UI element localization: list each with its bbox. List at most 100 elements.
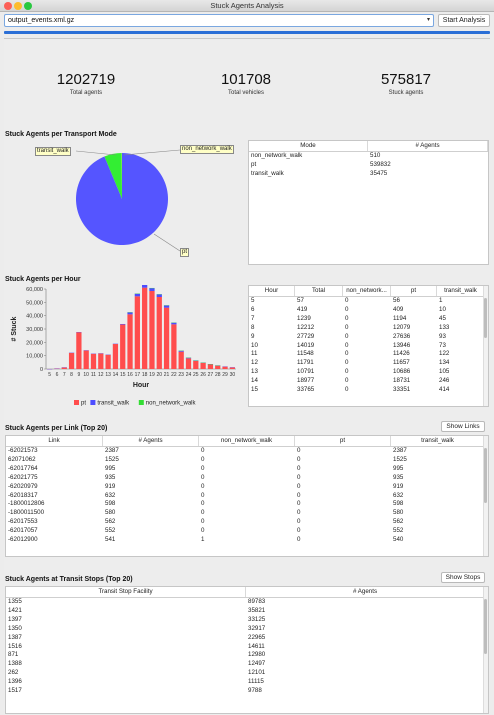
scroll-thumb[interactable] [484, 298, 487, 338]
link-table[interactable]: Link # Agents non_network_walk pt transi… [5, 435, 489, 557]
show-links-button[interactable]: Show Links [441, 421, 485, 432]
x-tick-label: 8 [70, 372, 73, 378]
stops-table[interactable]: Transit Stop Facility # Agents 1355 89783… [5, 586, 489, 714]
table-cell: 33765 [297, 386, 315, 394]
table-row[interactable]: -62021573 2387 0 0 2387 [6, 447, 488, 456]
table-row[interactable]: 1421 35821 [6, 607, 488, 616]
table-row[interactable]: pt 539832 [249, 161, 488, 170]
table-row[interactable]: 11 11548 0 11426 122 [249, 350, 488, 359]
table-row[interactable]: 871 12980 [6, 651, 488, 660]
column-header-transit-walk[interactable]: transit_walk [437, 286, 485, 296]
table-row[interactable]: 10 14019 0 13946 73 [249, 342, 488, 351]
table-row[interactable]: 1516 14611 [6, 643, 488, 652]
start-analysis-button[interactable]: Start Analysis [438, 14, 490, 27]
column-header-non-network[interactable]: non_network... [343, 286, 391, 296]
column-header-pt[interactable]: pt [391, 286, 437, 296]
table-row[interactable]: 1355 89783 [6, 598, 488, 607]
column-header-agents[interactable]: # Agents [246, 587, 485, 597]
table-cell: 995 [105, 464, 116, 472]
file-select[interactable]: output_events.xml.gz ▾ [4, 14, 434, 27]
table-cell: 562 [393, 518, 404, 526]
table-row[interactable]: 8 12212 0 12079 133 [249, 324, 488, 333]
bar-pt-12 [98, 353, 104, 369]
minimize-window-button[interactable] [14, 2, 22, 10]
link-table-scrollbar[interactable] [483, 436, 488, 556]
table-row[interactable]: -62017764 995 0 0 995 [6, 465, 488, 474]
table-cell: 14019 [297, 341, 315, 349]
table-row[interactable]: 13 10791 0 10686 105 [249, 368, 488, 377]
hour-table-body: 5 57 0 56 1 6 419 0 409 10 7 1239 0 1194 45 8 12212 0 1207… [249, 297, 488, 395]
table-row[interactable]: -1800011500 580 0 0 580 [6, 509, 488, 518]
stops-table-header: Transit Stop Facility # Agents [6, 587, 488, 598]
table-cell: 919 [393, 482, 404, 490]
table-row[interactable]: 6 419 0 409 10 [249, 306, 488, 315]
table-row[interactable]: 262 12101 [6, 669, 488, 678]
table-row[interactable]: non_network_walk 510 [249, 152, 488, 161]
table-row[interactable]: -62020979 919 0 0 919 [6, 483, 488, 492]
hour-table-scrollbar[interactable] [483, 286, 488, 406]
table-row[interactable]: 1396 11115 [6, 678, 488, 687]
hour-table[interactable]: Hour Total non_network... pt transit_wal… [248, 285, 489, 407]
table-row[interactable]: -62017553 562 0 0 562 [6, 518, 488, 527]
scroll-thumb[interactable] [484, 448, 487, 503]
legend-swatch-pt [74, 400, 79, 405]
maximize-window-button[interactable] [24, 2, 32, 10]
column-header-pt[interactable]: pt [295, 436, 391, 446]
table-row[interactable]: 1387 22965 [6, 634, 488, 643]
column-header-agents[interactable]: # Agents [103, 436, 199, 446]
table-row[interactable]: 15 33765 0 33351 414 [249, 386, 488, 395]
table-cell: 15 [251, 386, 258, 394]
column-header-mode[interactable]: Mode [249, 141, 368, 151]
callout-leader-line [75, 150, 117, 156]
scroll-thumb[interactable] [484, 599, 487, 654]
x-tick-label: 23 [178, 372, 184, 378]
table-row[interactable]: 62071062 1525 0 0 1525 [6, 456, 488, 465]
table-row[interactable]: -62021775 935 0 0 935 [6, 474, 488, 483]
table-row[interactable]: 5 57 0 56 1 [249, 297, 488, 306]
table-cell: 0 [201, 509, 205, 517]
column-header-agents[interactable]: # Agents [368, 141, 488, 151]
table-row[interactable]: -1800012806 598 0 0 598 [6, 500, 488, 509]
close-window-button[interactable] [4, 2, 12, 10]
table-cell: 1387 [8, 633, 22, 641]
table-cell: 0 [297, 536, 301, 544]
column-header-transit-walk[interactable]: transit_walk [391, 436, 485, 446]
table-cell: 995 [393, 464, 404, 472]
column-header-stop-facility[interactable]: Transit Stop Facility [6, 587, 246, 597]
table-cell: 9 [251, 332, 255, 340]
column-header-link[interactable]: Link [6, 436, 103, 446]
x-tick-label: 9 [77, 372, 80, 378]
table-row[interactable]: 14 18977 0 18731 246 [249, 377, 488, 386]
bar-pt-21 [163, 307, 170, 369]
table-row[interactable]: -62018317 632 0 0 632 [6, 492, 488, 501]
table-cell: 0 [201, 518, 205, 526]
table-cell: -62018317 [8, 491, 38, 499]
y-tick-label: 20,000 [26, 340, 43, 346]
table-cell: non_network_walk [251, 152, 303, 159]
table-cell: 2387 [393, 447, 407, 454]
column-header-total[interactable]: Total [295, 286, 343, 296]
show-stops-button[interactable]: Show Stops [441, 572, 485, 583]
table-row[interactable]: 1350 32917 [6, 625, 488, 634]
stops-table-scrollbar[interactable] [483, 587, 488, 713]
column-header-non-network-walk[interactable]: non_network_walk [199, 436, 295, 446]
legend-swatch-transit-walk [90, 400, 96, 405]
mode-table[interactable]: Mode # Agents non_network_walk 510 pt 53983… [248, 140, 489, 265]
table-row[interactable]: 1388 12497 [6, 660, 488, 669]
table-cell: 10 [251, 341, 258, 349]
table-cell: 1 [439, 297, 443, 304]
table-row[interactable]: -62017057 552 0 0 552 [6, 527, 488, 536]
table-row[interactable]: -62012900 541 1 0 540 [6, 536, 488, 545]
table-row[interactable]: 7 1239 0 1194 45 [249, 315, 488, 324]
stops-section-title: Stuck Agents at Transit Stops (Top 20) [5, 576, 133, 583]
table-cell: 45 [439, 314, 446, 322]
pie-slice-pt [76, 153, 168, 245]
column-header-hour[interactable]: Hour [249, 286, 295, 296]
table-row[interactable]: 9 27729 0 27636 93 [249, 333, 488, 342]
table-cell: 35821 [248, 606, 266, 614]
table-row[interactable]: transit_walk 35475 [249, 170, 488, 179]
table-row[interactable]: 1517 9788 [6, 687, 488, 696]
table-cell: -62017764 [8, 464, 38, 472]
table-row[interactable]: 1397 33125 [6, 616, 488, 625]
table-row[interactable]: 12 11791 0 11657 134 [249, 359, 488, 368]
